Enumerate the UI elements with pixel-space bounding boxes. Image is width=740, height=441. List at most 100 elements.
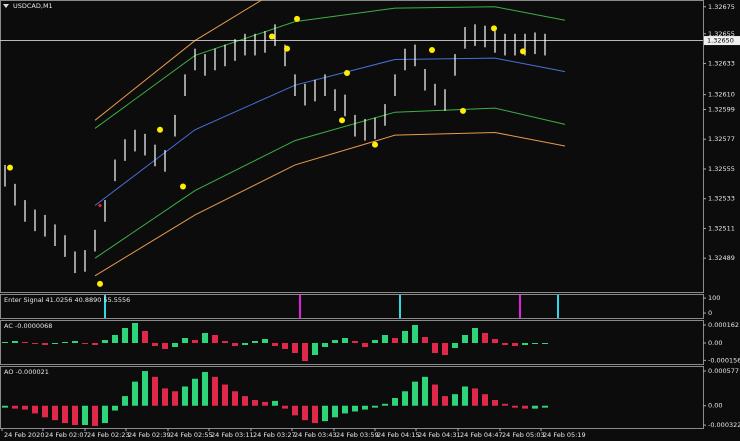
fractal-marker bbox=[97, 280, 103, 287]
x-tick-label: 24 Feb 02:23 bbox=[87, 431, 130, 439]
histogram-bar bbox=[432, 384, 438, 406]
histogram-bar bbox=[332, 405, 338, 418]
band-line bbox=[94, 0, 263, 121]
histogram-bar bbox=[252, 399, 258, 406]
band-line bbox=[94, 6, 566, 129]
histogram-bar bbox=[202, 333, 208, 343]
histogram-bar bbox=[42, 405, 48, 418]
histogram-bar bbox=[62, 405, 68, 424]
histogram-bar bbox=[122, 328, 128, 343]
histogram-bar bbox=[32, 343, 38, 344]
histogram-bar bbox=[502, 403, 508, 406]
histogram-bar bbox=[162, 343, 168, 349]
histogram-bar bbox=[272, 343, 278, 346]
x-tick-label: 24 Feb 02:55 bbox=[170, 431, 213, 439]
histogram-bar bbox=[392, 398, 398, 406]
histogram-bar bbox=[232, 391, 238, 406]
histogram-bar bbox=[382, 335, 388, 343]
histogram-bar bbox=[22, 405, 28, 410]
histogram-bar bbox=[182, 386, 188, 406]
histogram-bar bbox=[462, 335, 468, 343]
histogram-bar bbox=[142, 371, 148, 406]
histogram-bar bbox=[542, 343, 548, 344]
fractal-marker bbox=[520, 48, 526, 55]
y-tick-label: 0.00 bbox=[708, 339, 722, 347]
histogram-bar bbox=[102, 405, 108, 424]
histogram-bar bbox=[392, 338, 398, 343]
histogram-bar bbox=[192, 340, 198, 343]
fractal-marker bbox=[372, 141, 378, 148]
histogram-bar bbox=[92, 405, 98, 426]
histogram-bar bbox=[112, 335, 118, 343]
histogram-bar bbox=[532, 405, 538, 409]
histogram-bar bbox=[172, 391, 178, 406]
x-tick-label: 24 Feb 02:39 bbox=[128, 431, 171, 439]
histogram-bar bbox=[512, 405, 518, 408]
y-tick-label: 1.32633 bbox=[708, 60, 735, 68]
histogram-bar bbox=[212, 335, 218, 343]
histogram-bar bbox=[252, 341, 258, 343]
histogram-bar bbox=[112, 405, 118, 411]
fractal-marker bbox=[344, 70, 350, 76]
fractal-marker bbox=[284, 45, 290, 52]
fractal-marker bbox=[180, 183, 186, 190]
histogram-bar bbox=[322, 343, 328, 347]
indicator-title: Enter Signal 41.0256 40.8890 55.5556 bbox=[4, 296, 130, 304]
x-tick-label: 24 Feb 03:27 bbox=[253, 431, 296, 439]
x-tick-label: 24 Feb 02:07 bbox=[45, 431, 88, 439]
histogram-bar bbox=[522, 343, 528, 345]
y-tick-label: 1.32599 bbox=[708, 106, 735, 114]
histogram-bar bbox=[292, 405, 298, 416]
histogram-bar bbox=[212, 376, 218, 406]
histogram-bar bbox=[422, 337, 428, 343]
fractal-marker bbox=[429, 47, 435, 54]
histogram-bar bbox=[92, 343, 98, 345]
signal-dot bbox=[98, 203, 102, 207]
histogram-bar bbox=[2, 342, 8, 343]
histogram-bar bbox=[542, 405, 548, 408]
y-tick-label: 1.32675 bbox=[708, 3, 735, 11]
histogram-bar bbox=[522, 405, 528, 409]
histogram-bar bbox=[342, 405, 348, 414]
panel-plot bbox=[104, 295, 559, 318]
band-line bbox=[94, 107, 566, 259]
histogram-bar bbox=[442, 343, 448, 355]
histogram-bar bbox=[362, 405, 368, 410]
y-tick-label: 0.00 bbox=[708, 402, 722, 410]
y-tick-label: -0.000322 bbox=[708, 421, 740, 429]
histogram-bar bbox=[122, 396, 128, 406]
x-tick-label: 24 Feb 04:15 bbox=[377, 431, 420, 439]
histogram-bar bbox=[342, 338, 348, 343]
histogram-bar bbox=[162, 388, 168, 406]
histogram-bar bbox=[102, 340, 108, 343]
histogram-bar bbox=[302, 405, 308, 421]
panel-plot bbox=[0, 0, 703, 287]
histogram-bar bbox=[352, 341, 358, 343]
histogram-bar bbox=[22, 342, 28, 343]
histogram-bar bbox=[462, 386, 468, 406]
panel-plot bbox=[2, 323, 548, 361]
histogram-bar bbox=[72, 405, 78, 425]
histogram-bar bbox=[12, 405, 18, 409]
panel-plot bbox=[2, 371, 548, 426]
x-tick-label: 24 Feb 03:43 bbox=[294, 431, 337, 439]
histogram-bar bbox=[372, 405, 378, 408]
histogram-bar bbox=[222, 341, 228, 343]
fractal-marker bbox=[157, 126, 163, 133]
current-price-label: 1.32650 bbox=[707, 37, 734, 45]
histogram-bar bbox=[442, 396, 448, 406]
histogram-bar bbox=[242, 343, 248, 345]
histogram-bar bbox=[312, 343, 318, 355]
histogram-bar bbox=[242, 396, 248, 406]
histogram-bar bbox=[482, 394, 488, 406]
x-tick-label: 24 Feb 03:59 bbox=[336, 431, 379, 439]
y-tick-label: 0.000162 bbox=[708, 321, 739, 329]
histogram-bar bbox=[432, 343, 438, 353]
histogram-bar bbox=[52, 405, 58, 421]
y-tick-label: 1.32555 bbox=[708, 165, 735, 173]
histogram-bar bbox=[232, 343, 238, 346]
y-tick-label: 1.32511 bbox=[708, 224, 735, 232]
histogram-bar bbox=[532, 343, 538, 344]
